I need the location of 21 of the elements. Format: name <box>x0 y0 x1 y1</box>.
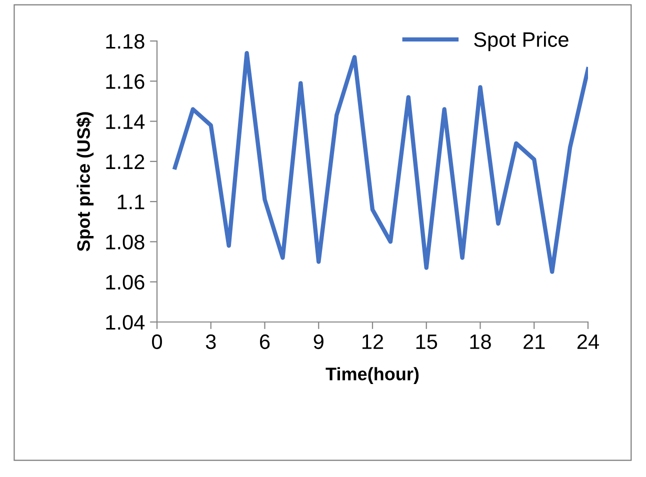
y-tick-label: 1.06 <box>106 274 144 290</box>
x-tick-label: 0 <box>152 334 162 350</box>
x-tick-label: 6 <box>260 334 270 350</box>
x-tick-label: 24 <box>577 334 599 349</box>
x-axis-title: Time(hour) <box>326 367 419 384</box>
x-tick-label: 18 <box>470 334 491 350</box>
y-tick-label: 1.1 <box>118 194 144 210</box>
line-series <box>172 50 588 274</box>
y-tick-label: 1.14 <box>106 114 145 129</box>
y-tick-label: 1.18 <box>106 34 144 49</box>
y-tick-label: 1.12 <box>106 154 144 169</box>
y-tick-label: 1.16 <box>106 74 144 89</box>
legend-label: Spot Price <box>474 32 568 52</box>
x-tick-label: 12 <box>362 334 384 349</box>
y-axis-title: Spot price (US$) <box>76 112 94 252</box>
x-tick-label: 21 <box>524 334 545 349</box>
y-tick-label: 1.08 <box>106 234 144 250</box>
x-tick-label: 9 <box>314 334 324 350</box>
x-tick-label: 15 <box>416 334 438 350</box>
x-tick-label: 3 <box>206 334 216 350</box>
y-tick-label: 1.04 <box>106 315 145 330</box>
